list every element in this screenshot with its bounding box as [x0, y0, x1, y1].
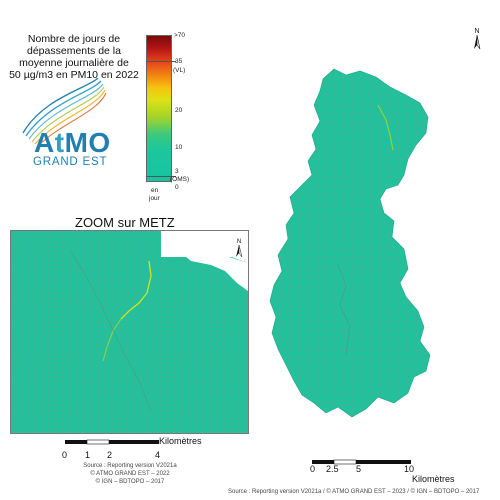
main-scale-label-5: 5 — [356, 464, 362, 474]
legend-label-10: 10 — [175, 144, 183, 151]
legend-color-bar — [146, 35, 172, 182]
zoom-title: ZOOM sur METZ — [75, 215, 175, 230]
legend-tick-3 — [146, 176, 176, 177]
main-scale-unit: Kilomètres — [412, 474, 455, 484]
zoom-scale-label-0: 0 — [62, 450, 68, 460]
north-arrow-icon: N — [474, 28, 481, 50]
legend-title-line: Nombre de jours de — [27, 33, 121, 45]
legend-unit-en: en — [151, 187, 159, 194]
legend-label-35: 35 — [175, 58, 183, 65]
legend-title-line: dépassements de la — [27, 45, 121, 57]
zoom-scale-label-1: 1 — [85, 450, 91, 460]
zoom-north-arrow-label: N — [237, 239, 241, 245]
main-scale-label-10: 10 — [404, 464, 415, 474]
legend-title-line: moyenne journalière de — [19, 57, 129, 69]
logo-letter-a: A — [34, 127, 55, 158]
legend-title-line: 50 µg/m3 en PM10 en 2022 — [9, 69, 139, 81]
legend-label-0: 0 — [175, 184, 179, 191]
logo-subtitle: GRAND EST — [33, 156, 108, 168]
zoom-scale-bar — [65, 439, 159, 445]
zoom-map — [11, 231, 248, 433]
zoom-north-arrow-icon: N — [236, 239, 243, 258]
zoom-metz-area — [11, 231, 248, 433]
main-hotspot-road — [377, 104, 394, 151]
legend-label-vl: (VL) — [173, 67, 186, 74]
legend-label-oms: (OMS) — [170, 176, 190, 183]
zoom-white-notch — [161, 231, 248, 257]
zoom-map-frame: N — [10, 230, 249, 434]
logo-letter-t: t — [54, 127, 65, 158]
zoom-scale-unit: Kilomètres — [159, 436, 202, 446]
legend-title: Nombre de jours de dépassements de la mo… — [4, 33, 144, 81]
main-scale-label-0: 0 — [310, 464, 316, 474]
zoom-scale-label-4: 4 — [155, 450, 161, 460]
atmo-logo-swoosh — [22, 78, 107, 147]
main-river — [337, 264, 351, 356]
logo-letters-mo: MO — [64, 127, 111, 158]
legend-label-3: 3 — [175, 168, 179, 175]
logo-brand: AtMO — [34, 127, 111, 159]
zoom-source-line: © IGN – BDTOPO – 2017 — [95, 479, 165, 485]
department-outline — [269, 68, 431, 418]
legend-tick-35 — [146, 61, 176, 62]
zoom-source: Source : Reporting version V2021a © ATMO… — [80, 462, 180, 486]
main-department-map — [269, 68, 431, 418]
zoom-scale-label-2: 2 — [107, 450, 113, 460]
legend-label-max: >70 — [174, 32, 186, 39]
zoom-hotspot-road-yellow — [120, 260, 152, 320]
zoom-source-line: © ATMO GRAND EST – 2022 — [90, 471, 170, 477]
legend-unit-jour: jour — [149, 195, 160, 202]
north-arrow-label: N — [474, 28, 479, 35]
main-source: Source : Reporting version V2021a / © AT… — [228, 489, 480, 495]
zoom-source-line: Source : Reporting version V2021a — [83, 463, 177, 469]
main-scale-bar — [312, 459, 411, 465]
zoom-river — [70, 250, 152, 412]
legend-label-20: 20 — [175, 107, 183, 114]
main-scale-label-2-5: 2.5 — [326, 464, 339, 474]
zoom-hotspot-road-green — [102, 318, 122, 362]
